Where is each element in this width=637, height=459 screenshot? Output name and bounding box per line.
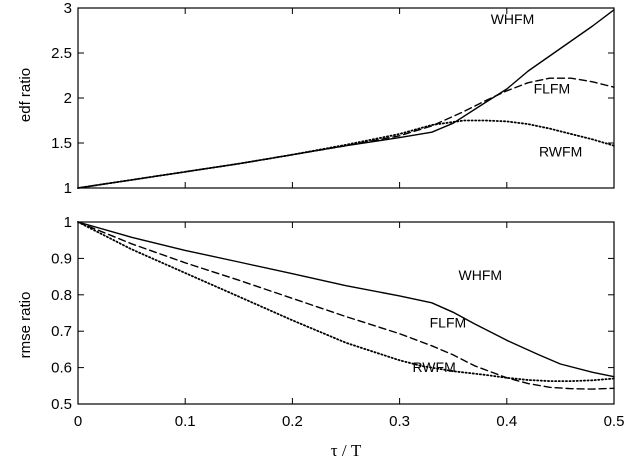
edf-series-label-rwfm: RWFM [539,144,582,160]
edf-ratio-panel: 1 1.5 2 2.5 3 WHFM FLFM RWFM [51,0,615,197]
rmse-plot-frame [77,221,615,405]
x-tick-label: 0.3 [389,413,410,430]
x-tick-label: 0.5 [604,413,625,430]
rmse-ytick-label: 0.9 [51,250,72,267]
edf-series-flfm [77,77,615,189]
edf-ratio-ylabel: edf ratio [17,68,34,122]
rmse-ytick-label: 0.8 [51,287,72,304]
x-tick-label: 0 [74,413,82,430]
x-axis-label: τ / T [331,441,362,459]
rmse-ytick-label: 0.6 [51,360,72,377]
edf-series-rwfm [77,119,615,189]
edf-series-label-whfm: WHFM [491,11,535,27]
edf-ytick-label: 2 [64,90,72,107]
rmse-series-label-rwfm: RWFM [412,359,455,375]
rmse-series-whfm [77,221,615,378]
rmse-ratio-ylabel: rmse ratio [17,292,34,359]
rmse-ytick-label: 0.7 [51,323,72,340]
edf-ytick-label: 1.5 [51,135,72,152]
rmse-series-flfm [77,221,615,390]
edf-plot-frame [77,7,615,189]
edf-ytick-label: 1 [64,180,72,197]
edf-ytick-label: 2.5 [51,45,72,62]
x-tick-label: 0.2 [282,413,303,430]
edf-series-label-flfm: FLFM [534,81,571,97]
rmse-series-label-flfm: FLFM [430,315,467,331]
rmse-ytick-label: 1 [64,214,72,231]
rmse-ytick-label: 0.5 [51,396,72,413]
x-tick-label: 0.1 [175,413,196,430]
rmse-series-label-whfm: WHFM [459,267,503,283]
edf-ytick-label: 3 [64,0,72,17]
rmse-ratio-panel: 0.5 0.6 0.7 0.8 0.9 1 0 0.1 0.2 0.3 0.4 0.5 WHFM FLFM… [51,214,624,430]
rmse-series-rwfm [77,221,615,383]
x-tick-label: 0.4 [496,413,517,430]
edf-series-whfm [77,9,615,189]
